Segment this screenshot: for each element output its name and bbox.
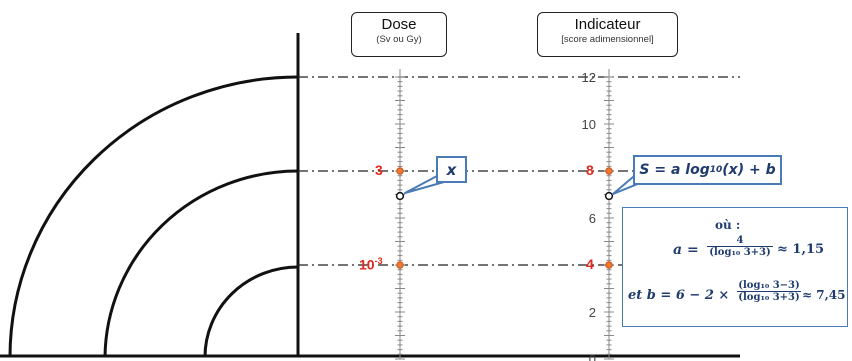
indicator-tick-label-0: 0 [589, 352, 596, 361]
indicator-tick-label-6: 6 [589, 211, 596, 226]
indicator-point-s [604, 191, 614, 201]
formula-b-fraction: (log₁₀ 3−3) (log₁₀ 3+3) [737, 280, 801, 304]
dose-mark-10-3-base: 10 [359, 256, 375, 273]
indicator-point-8 [605, 167, 613, 175]
formula-a-fraction: 4 (log₁₀ 3+3) [707, 235, 773, 259]
formula-a-lhs: a = [673, 242, 699, 258]
formula-b-result: ≈ 7,45 [802, 288, 846, 302]
indicator-tick-label-12: 12 [582, 70, 596, 85]
dose-arcs [8, 75, 299, 358]
indicator-header: Indicateur [score adimensionnel] [537, 12, 678, 57]
formula-a-den: (log₁₀ 3+3) [707, 246, 773, 259]
callout-formula-pre: S = a log [639, 162, 710, 178]
indicator-header-subtitle: [score adimensionnel] [561, 34, 654, 45]
formula-b-lhs: et b = 6 − 2 × [628, 288, 730, 303]
indicator-mark-8-text: 8 [586, 162, 594, 178]
arc-inner [203, 265, 299, 358]
callout-x-text: x [446, 160, 457, 179]
formula-box: où : a = 4 (log₁₀ 3+3) ≈ 1,15 et b = 6 −… [622, 207, 848, 327]
indicator-mark-4: 4 [586, 256, 594, 272]
indicator-tick-label-10: 10 [582, 117, 596, 132]
dose-header: Dose (Sv ou Gy) [351, 12, 447, 57]
dose-ruler [395, 69, 405, 360]
indicator-tick-label-2: 2 [589, 305, 596, 320]
arc-middle [103, 169, 299, 358]
dose-point-10-3 [396, 261, 404, 269]
indicator-mark-8: 8 [586, 162, 594, 178]
dose-mark-3: 3 [375, 162, 383, 178]
callout-x: x [436, 156, 467, 183]
indicator-ruler [604, 69, 614, 360]
formula-ou: où : [715, 218, 741, 232]
dose-header-subtitle: (Sv ou Gy) [376, 34, 422, 45]
formula-b-den: (log₁₀ 3+3) [737, 291, 801, 303]
indicator-header-title: Indicateur [574, 16, 641, 33]
callout-formula: S = a log 10 (x) + b [633, 155, 782, 185]
callout-formula-post: (x) + b [722, 162, 776, 178]
dose-mark-3-text: 3 [375, 162, 383, 178]
dose-mark-10-3-exp: -3 [374, 256, 383, 266]
indicator-point-4 [605, 261, 613, 269]
dose-header-title: Dose [381, 16, 417, 33]
dose-mark-10-3: 10-3 [359, 256, 383, 273]
dose-point-3 [396, 167, 404, 175]
formula-a-result: ≈ 1,15 [777, 242, 825, 257]
formula-b-num: (log₁₀ 3−3) [738, 280, 800, 291]
indicator-mark-4-text: 4 [586, 256, 594, 272]
arc-outer [8, 75, 299, 358]
formula-a-num: 4 [736, 235, 744, 246]
callout-formula-sub: 10 [709, 165, 723, 175]
dose-point-x [395, 191, 405, 201]
indicator-tick-labels: 12 10 6 2 0 [582, 70, 596, 361]
